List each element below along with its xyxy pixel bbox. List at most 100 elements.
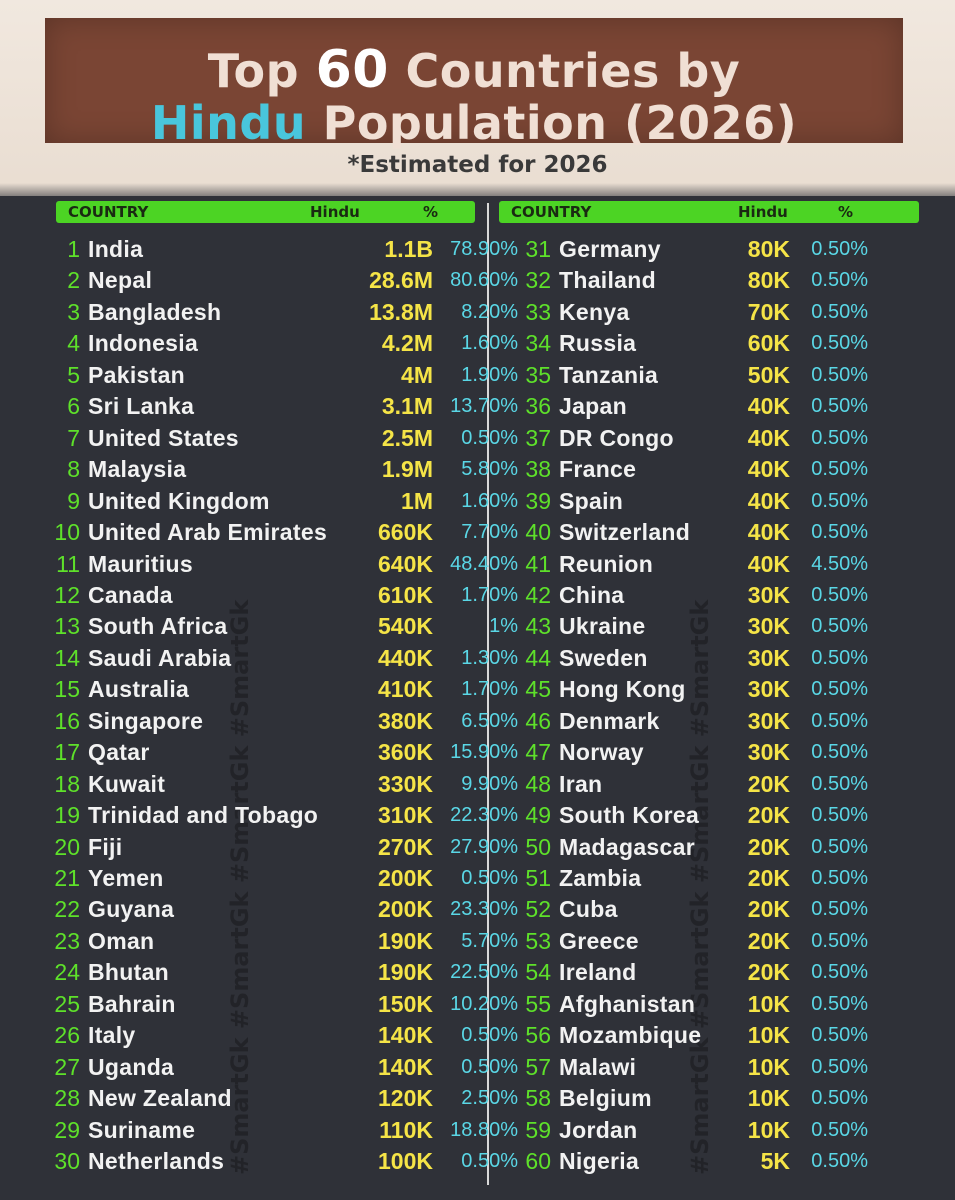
hindu-population: 13.8M	[369, 298, 433, 325]
country-name: Hong Kong	[559, 676, 686, 703]
country-name: Kenya	[559, 298, 630, 325]
rank-number: 28	[54, 1085, 80, 1112]
country-name: Malawi	[559, 1053, 637, 1080]
hindu-population: 360K	[378, 739, 433, 766]
hindu-percent: 0.50%	[811, 615, 868, 638]
rank-number: 17	[54, 739, 80, 766]
country-name: Belgium	[559, 1085, 652, 1112]
title-population: Population (2026)	[306, 96, 798, 150]
hindu-percent: 1.60%	[461, 489, 518, 512]
country-name: Australia	[88, 676, 190, 703]
rank-number: 21	[54, 865, 80, 891]
hindu-population: 30K	[747, 613, 790, 640]
country-name: Greece	[559, 927, 639, 954]
rank-number: 34	[525, 330, 551, 357]
hindu-percent: 0.50%	[811, 1024, 868, 1047]
rank-number: 43	[525, 613, 551, 640]
table-row: 9 United Kingdom 1M 1.60%	[48, 486, 518, 517]
hindu-percent: 7.70%	[461, 521, 518, 544]
country-name: Sri Lanka	[88, 393, 195, 420]
hindu-percent: 0.50%	[811, 929, 868, 952]
table-row: 31 Germany 80K 0.50%	[521, 234, 881, 265]
hindu-population: 50K	[747, 361, 790, 388]
hindu-population: 190K	[378, 959, 433, 986]
hindu-population: 30K	[747, 707, 790, 734]
table-row: 32 Thailand 80K 0.50%	[521, 265, 881, 296]
hindu-percent: 0.50%	[811, 332, 868, 355]
hindu-population: 540K	[378, 613, 433, 640]
hindu-population: 1M	[401, 487, 433, 514]
rank-number: 25	[54, 990, 80, 1017]
hindu-percent: 23.30%	[450, 898, 518, 921]
column-divider	[487, 203, 489, 1185]
country-name: Madagascar	[559, 833, 695, 860]
country-name: Canada	[88, 581, 173, 608]
country-name: India	[88, 236, 144, 262]
table-row: 7 United States 2.5M 0.50%	[48, 423, 518, 454]
country-name: Zambia	[559, 865, 642, 891]
rank-number: 22	[54, 896, 80, 923]
hindu-percent: 80.60%	[450, 269, 518, 292]
hindu-population: 20K	[747, 833, 790, 860]
rank-number: 30	[54, 1148, 80, 1175]
hindu-percent: 0.50%	[811, 835, 868, 858]
table-row: 3 Bangladesh 13.8M 8.20%	[48, 297, 518, 328]
rank-number: 13	[54, 613, 80, 640]
country-name: South Korea	[559, 802, 700, 829]
hindu-percent: 0.50%	[811, 898, 868, 921]
hindu-percent: 27.90%	[450, 835, 518, 858]
table-row: 11 Mauritius 640K 48.40%	[48, 549, 518, 580]
hindu-population: 1.9M	[381, 456, 433, 483]
table-row: 35 Tanzania 50K 0.50%	[521, 360, 881, 391]
rank-number: 53	[525, 927, 551, 954]
country-name: Nepal	[88, 267, 153, 294]
table-row: 2 Nepal 28.6M 80.60%	[48, 265, 518, 296]
country-name: Nigeria	[559, 1148, 640, 1175]
rank-number: 1	[67, 236, 80, 262]
country-name: France	[559, 456, 637, 483]
country-name: Uganda	[88, 1053, 175, 1080]
rank-number: 6	[67, 393, 80, 420]
table-row: 58 Belgium 10K 0.50%	[521, 1083, 881, 1114]
table-row: 49 South Korea 20K 0.50%	[521, 800, 881, 831]
rank-number: 60	[525, 1148, 551, 1175]
rank-number: 5	[67, 361, 80, 388]
table-row: 40 Switzerland 40K 0.50%	[521, 517, 881, 548]
hindu-population: 40K	[747, 393, 790, 420]
hindu-percent: 0.50%	[811, 458, 868, 481]
hindu-population: 5K	[760, 1148, 790, 1175]
table-row: 43 Ukraine 30K 0.50%	[521, 611, 881, 642]
hindu-population: 270K	[378, 833, 433, 860]
country-name: Reunion	[559, 550, 654, 577]
rank-number: 44	[525, 644, 551, 671]
hindu-population: 610K	[378, 581, 433, 608]
title-text-post: Countries by	[388, 44, 741, 98]
hindu-population: 40K	[747, 550, 790, 577]
hindu-percent: 13.70%	[450, 395, 518, 418]
rank-number: 20	[54, 833, 80, 860]
country-name: Indonesia	[88, 330, 199, 357]
hindu-percent: 1.70%	[461, 678, 518, 701]
hindu-percent: 0.50%	[811, 489, 868, 512]
table-row: 28 New Zealand 120K 2.50%	[48, 1083, 518, 1114]
hindu-percent: 0.50%	[811, 961, 868, 984]
hindu-population: 20K	[747, 896, 790, 923]
table-row: 24 Bhutan 190K 22.50%	[48, 957, 518, 988]
header-hindu: Hindu	[310, 203, 360, 221]
hindu-population: 20K	[747, 802, 790, 829]
hindu-percent: 2.50%	[461, 1087, 518, 1110]
rank-number: 46	[525, 707, 551, 734]
rank-number: 18	[54, 770, 80, 797]
country-name: Mauritius	[88, 550, 193, 577]
hindu-population: 380K	[378, 707, 433, 734]
country-name: Russia	[559, 330, 637, 357]
rank-number: 11	[56, 550, 80, 577]
rank-number: 23	[54, 927, 80, 954]
right-column-header: COUNTRY Hindu %	[499, 201, 919, 223]
country-name: Qatar	[88, 739, 150, 766]
country-name: Denmark	[559, 707, 660, 734]
hindu-population: 440K	[378, 644, 433, 671]
table-row: 44 Sweden 30K 0.50%	[521, 643, 881, 674]
rank-number: 56	[525, 1022, 551, 1049]
country-name: Trinidad and Tobago	[88, 802, 319, 829]
